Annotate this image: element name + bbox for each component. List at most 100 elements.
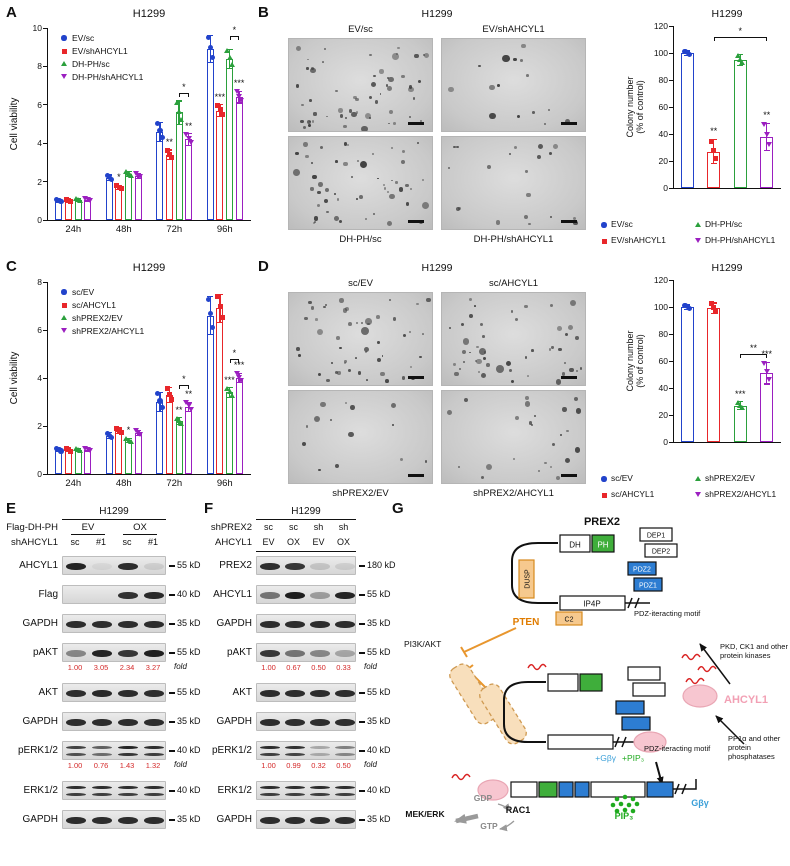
blot-strip xyxy=(256,781,356,800)
colony-dot xyxy=(565,458,571,464)
colony-dot xyxy=(395,181,398,184)
colony-dot xyxy=(533,414,536,418)
protein-band xyxy=(118,562,138,570)
colony-dot xyxy=(524,304,528,308)
circle-data-marker xyxy=(61,289,67,295)
square-data-marker xyxy=(164,386,170,392)
header-rule xyxy=(256,551,356,553)
colony-dot xyxy=(418,79,421,83)
colony-dot xyxy=(549,151,553,155)
activation-arrow xyxy=(655,761,664,785)
gdp-label: GDP xyxy=(473,793,493,803)
significance-stars: ** xyxy=(175,404,183,415)
colony-dot xyxy=(462,338,470,345)
y-axis xyxy=(47,282,49,474)
triangle-down-data-marker xyxy=(187,406,194,412)
colony-dot xyxy=(495,219,501,225)
colony-dot xyxy=(335,464,339,469)
colony-dot xyxy=(360,327,369,336)
size-tick xyxy=(359,790,365,792)
bracket-tick xyxy=(187,93,189,98)
colony-dot xyxy=(478,64,481,68)
protein-band xyxy=(66,786,86,790)
square-data-marker xyxy=(169,396,175,402)
protein-band xyxy=(92,793,112,797)
scale-bar xyxy=(561,376,577,379)
colony-dot xyxy=(524,396,529,400)
colony-dot xyxy=(562,407,567,412)
square-data-marker xyxy=(601,238,607,244)
colony-dot xyxy=(521,43,526,49)
square-data-marker xyxy=(709,301,715,307)
fold-value: 0.33 xyxy=(336,663,351,672)
colony-dot xyxy=(386,76,389,79)
y-tick-label: 10 xyxy=(32,23,42,33)
fold-value: 1.00 xyxy=(67,663,83,672)
y-tick xyxy=(669,387,673,389)
triangle-up-data-marker xyxy=(228,61,235,67)
y-tick xyxy=(669,414,673,416)
triangle-down-data-marker xyxy=(238,97,245,103)
colony-dot xyxy=(320,401,326,407)
colony-image xyxy=(288,38,433,132)
colony-dot xyxy=(549,465,552,468)
blot-strip xyxy=(62,585,166,604)
blot-row-label: pAKT xyxy=(32,647,58,658)
lane-group-label: shPREX2 xyxy=(210,522,252,533)
colony-dot xyxy=(388,110,394,115)
protein-band xyxy=(284,786,305,790)
significance-stars: ** xyxy=(165,136,173,147)
protein-band xyxy=(144,816,164,824)
y-tick xyxy=(669,52,673,54)
molecular-weight-label: 35 kD xyxy=(177,814,201,824)
y-tick-label: 0 xyxy=(663,437,668,447)
bar xyxy=(105,177,113,220)
y-tick-label: 40 xyxy=(658,383,668,393)
colony-dot xyxy=(335,160,338,163)
protein-band xyxy=(309,746,330,750)
molecular-weight-label: 40 kD xyxy=(367,745,391,755)
fold-value: 1.00 xyxy=(261,663,276,672)
protein-band xyxy=(259,649,280,657)
lane-label: sc xyxy=(70,537,80,547)
colony-dot xyxy=(324,48,327,51)
colony-dot xyxy=(342,308,348,314)
blot-strip xyxy=(62,683,166,702)
circle-data-marker xyxy=(108,434,115,440)
molecular-weight-label: 55 kD xyxy=(367,687,391,697)
colony-image-label: DH-PH/sc xyxy=(339,234,382,245)
lane-label: EV xyxy=(312,537,325,547)
size-tick xyxy=(169,565,175,567)
significance-stars: * xyxy=(182,374,186,385)
triangle-down-data-marker xyxy=(187,139,194,145)
triangle-down-data-marker xyxy=(238,377,245,383)
pdz2-domain-label: PDZ2 xyxy=(633,567,651,574)
colony-dot xyxy=(386,220,392,226)
protein-band xyxy=(259,620,280,628)
protein-band xyxy=(92,649,112,657)
colony-dot xyxy=(567,324,573,330)
molecular-weight-label: 55 kD xyxy=(177,687,201,697)
colony-image-label: DH-PH/shAHCYL1 xyxy=(473,234,554,245)
colony-dot xyxy=(572,217,576,221)
blot-strip xyxy=(256,643,356,662)
colony-dot xyxy=(479,348,486,356)
colony-dot xyxy=(376,177,379,180)
y-tick xyxy=(43,281,47,283)
colony-dot xyxy=(344,401,347,404)
circle-data-marker xyxy=(684,50,691,56)
colony-dot xyxy=(419,355,422,359)
blot-row-label: pERK1/2 xyxy=(17,745,58,756)
triangle-up-data-marker xyxy=(739,405,746,411)
y-tick-label: 100 xyxy=(653,48,668,58)
colony-dot xyxy=(550,216,553,219)
triangle-down-data-marker xyxy=(233,89,240,95)
colony-dot xyxy=(508,368,512,372)
panel-f-western-blot: H1299 shPREX2 sc sc sh sh AHCYL1 EV OX EV OX PREX2 1… xyxy=(208,506,396,862)
mek-erk-arrow xyxy=(454,813,479,824)
header-rule xyxy=(256,519,356,521)
colony-dot xyxy=(406,202,410,206)
blot-row-label: GAPDH xyxy=(216,618,252,629)
y-tick xyxy=(669,441,673,443)
pdz1-domain-box xyxy=(633,577,663,592)
